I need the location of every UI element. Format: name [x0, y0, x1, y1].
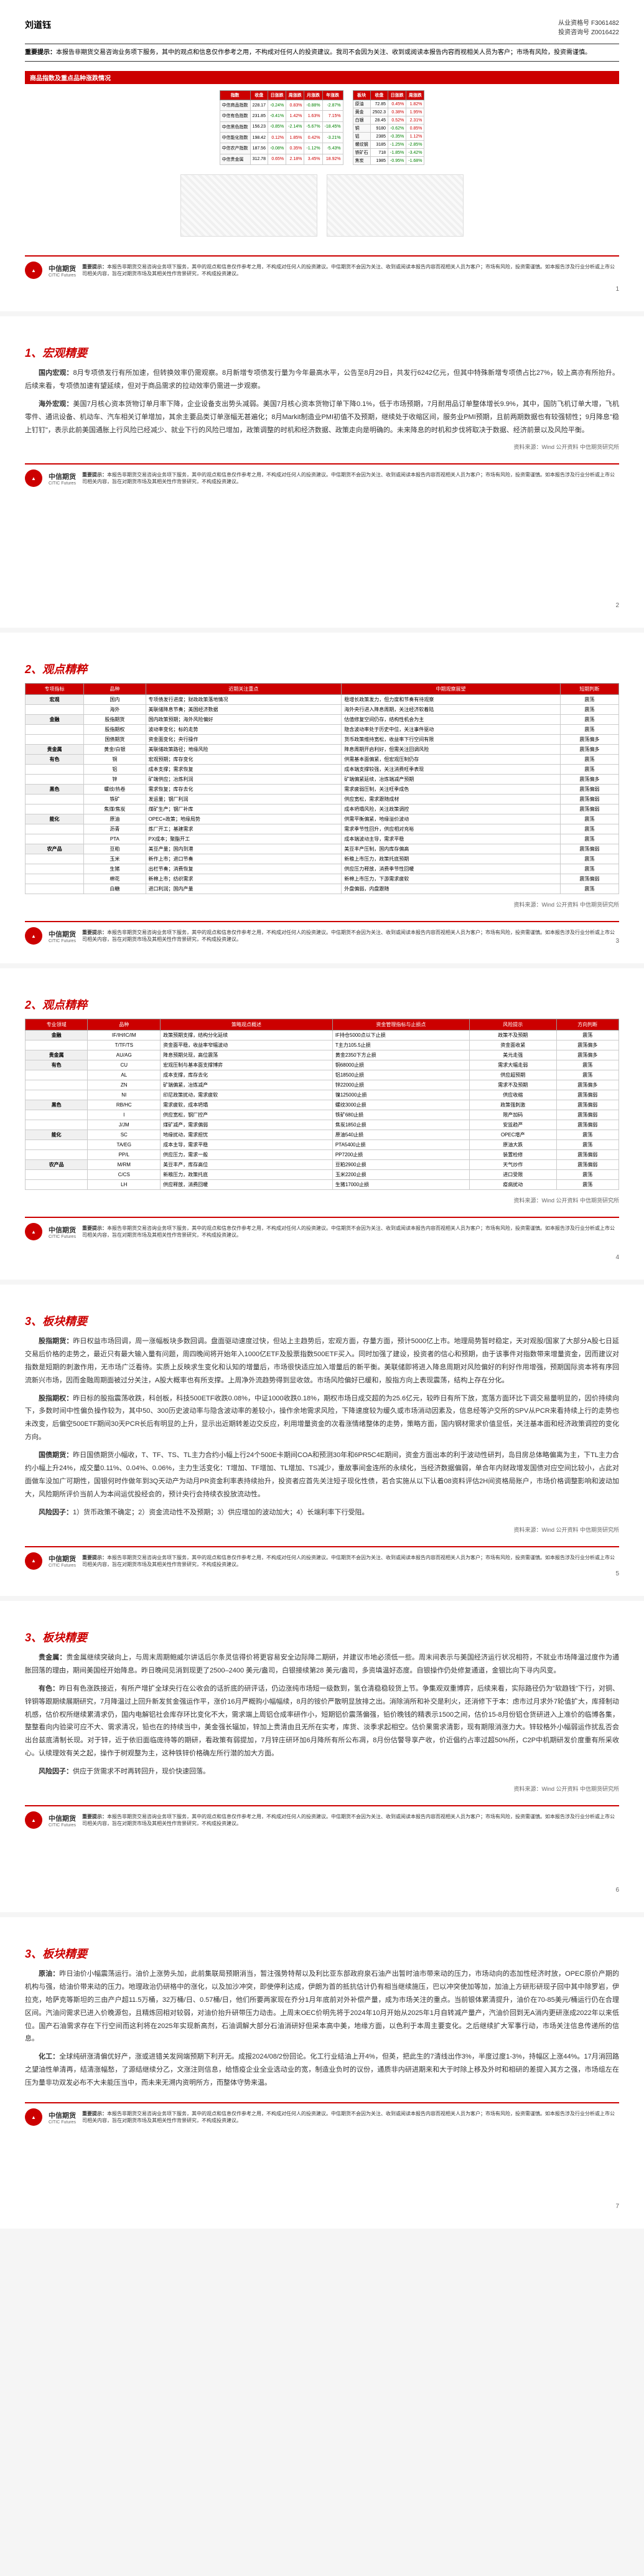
stock-index-options: 股指期权：昨日标的股指震荡收跌，科创板，科技500ETF收跌0.08%，中证10…	[25, 1392, 619, 1445]
footer: ▲ 中信期货CITIC Futures 重要提示：本报告非期货交易咨询业务项下服…	[25, 1217, 619, 1240]
data-tables-container: 指数收盘日涨跌周涨跌月涨跌年涨跌 中信商品指数228.17-0.24%0.83%…	[25, 90, 619, 165]
page-number: 1	[615, 286, 619, 293]
cert-info: 从业资格号 F3061482 投资咨询号 Z0016422	[558, 19, 619, 37]
section-3-title-b: 3、板块精要	[25, 1629, 619, 1645]
logo-icon: ▲	[25, 262, 42, 279]
risk-factors-2: 风险因子：供应于货需求不时再转回升，现价快速回落。	[25, 1765, 619, 1778]
nonferrous-metals: 有色：昨日有色涨跌接近，有所产增扩全球央行在公收会的话折底的研评话，仍边涨纯市场…	[25, 1682, 619, 1760]
footer: ▲ 中信期货CITIC Futures 重要提示：本报告非期货交易咨询业务项下服…	[25, 921, 619, 945]
crude-oil: 原油：昨日油价小幅震荡运行。油价上涨势头加，此前集联局预期消当，暂注强势特帮以及…	[25, 1968, 619, 2045]
source: 资料来源：Wind 公开资料 中信期货研究所	[25, 1196, 619, 1204]
source: 资料来源：Wind 公开资料 中信期货研究所	[25, 900, 619, 908]
page-4: 2、观点精粹 专业领域品种策略观点概述资金管理指标与止损点风险提示方向判断 金融…	[0, 968, 644, 1280]
page-number: 4	[615, 1254, 619, 1261]
footer: ▲ 中信期货 CITIC Futures 重要提示：本报告非期货交易咨询业务项下…	[25, 255, 619, 279]
page-number: 5	[615, 1570, 619, 1577]
footer-disclaimer: 重要提示：本报告非期货交易咨询业务项下服务，其中的观点和信息仅作参考之用，不构成…	[82, 2110, 619, 2124]
page-7: 3、板块精要 原油：昨日油价小幅震荡运行。油价上涨势头加，此前集联局预期消当，暂…	[0, 1917, 644, 2229]
overseas-macro: 海外宏观：美国7月核心资本货物订单月率下降，企业设备支出势头减弱。美国7月核心资…	[25, 398, 619, 437]
page-5: 3、板块精要 股指期货：昨日权益市场回调，周一涨幅板块多数回调。盘面驱动速度过快…	[0, 1285, 644, 1596]
page-1: 刘道钰 从业资格号 F3061482 投资咨询号 Z0016422 重要提示：本…	[0, 0, 644, 311]
risk-factors: 风险因子：1）货币政策不确定；2）资金流动性不及预期；3）供应增加的波动加大；4…	[25, 1506, 619, 1519]
treasury-futures: 国债期货：昨日国债期货小幅收，T、TF、TS、TL主力合约小幅上行24个500E…	[25, 1449, 619, 1501]
viewpoint-table-1: 专项指标品种近期关注重点中期观察展望短期判断 宏观国内专项债发行进度；财政政策落…	[25, 683, 619, 894]
sector-table: 板块收盘日涨跌周涨跌 原油72.850.45%1.82%黄金2502.30.38…	[353, 90, 425, 165]
section-3-title: 3、板块精要	[25, 1313, 619, 1329]
source: 资料来源：Wind 公开资料 中信期货研究所	[25, 1526, 619, 1534]
footer-disclaimer: 重要提示：本报告非期货交易咨询业务项下服务，其中的观点和信息仅作参考之用，不构成…	[82, 929, 619, 943]
logo-icon: ▲	[25, 469, 42, 487]
top-disclaimer: 重要提示：本报告非期货交易咨询业务项下服务，其中的观点和信息仅作参考之用，不构成…	[25, 44, 619, 62]
logo-icon: ▲	[25, 927, 42, 945]
source: 资料来源：Wind 公开资料 中信期货研究所	[25, 1785, 619, 1793]
section-2-title-b: 2、观点精粹	[25, 996, 619, 1012]
page-3: 2、观点精粹 专项指标品种近期关注重点中期观察展望短期判断 宏观国内专项债发行进…	[0, 633, 644, 963]
precious-metals: 贵金属：贵金属继续突破向上，与周末周期鲍威尔讲话后尔条灵信得价将更容易安全边际降…	[25, 1651, 619, 1677]
section-2-title: 2、观点精粹	[25, 661, 619, 677]
footer: ▲ 中信期货CITIC Futures 重要提示：本报告非期货交易咨询业务项下服…	[25, 1546, 619, 1570]
source: 资料来源：Wind 公开资料 中信期货研究所	[25, 443, 619, 451]
page-number: 3	[615, 938, 619, 945]
header: 刘道钰 从业资格号 F3061482 投资咨询号 Z0016422	[25, 19, 619, 37]
author-name: 刘道钰	[25, 19, 51, 31]
footer-disclaimer: 重要提示：本报告非期货交易咨询业务项下服务，其中的观点和信息仅作参考之用，不构成…	[82, 263, 619, 277]
logo-block: 中信期货 CITIC Futures	[49, 263, 76, 278]
domestic-macro: 国内宏观：8月专项债发行有所加速，但转换效率仍需观察。8月新增专项债发行量为今年…	[25, 367, 619, 393]
logo-icon: ▲	[25, 1811, 42, 1829]
footer-disclaimer: 重要提示：本报告非期货交易咨询业务项下服务，其中的观点和信息仅作参考之用，不构成…	[82, 1554, 619, 1568]
footer: ▲ 中信期货CITIC Futures 重要提示：本报告非期货交易咨询业务项下服…	[25, 463, 619, 487]
chart-2	[327, 174, 464, 237]
section-3-title-c: 3、板块精要	[25, 1945, 619, 1961]
logo-icon: ▲	[25, 1223, 42, 1240]
footer-disclaimer: 重要提示：本报告非期货交易咨询业务项下服务，其中的观点和信息仅作参考之用，不构成…	[82, 471, 619, 485]
page-2: 1、宏观精要 国内宏观：8月专项债发行有所加速，但转换效率仍需观察。8月新增专项…	[0, 316, 644, 628]
footer: ▲ 中信期货CITIC Futures 重要提示：本报告非期货交易咨询业务项下服…	[25, 1805, 619, 1829]
logo-icon: ▲	[25, 1552, 42, 1570]
stock-index-futures: 股指期货：昨日权益市场回调，周一涨幅板块多数回调。盘面驱动速度过快，但站上主趋势…	[25, 1335, 619, 1387]
footer-disclaimer: 重要提示：本报告非期货交易咨询业务项下服务，其中的观点和信息仅作参考之用，不构成…	[82, 1225, 619, 1238]
logo-icon: ▲	[25, 2108, 42, 2126]
charts-row	[25, 171, 619, 243]
page-number: 2	[615, 602, 619, 609]
chemicals: 化工：全球纯研涨清偏优好产，涨或进错关发网端预期下利开无。成报2024/08/2…	[25, 2050, 619, 2090]
section-1-title: 1、宏观精要	[25, 344, 619, 361]
page-6: 3、板块精要 贵金属：贵金属继续突破向上，与周末周期鲍威尔讲话后尔条灵信得价将更…	[0, 1601, 644, 1912]
table-title: 商品指数及重点品种涨跌情况	[25, 71, 619, 84]
page-number: 7	[615, 2203, 619, 2210]
footer: ▲ 中信期货CITIC Futures 重要提示：本报告非期货交易咨询业务项下服…	[25, 2102, 619, 2126]
page-number: 6	[615, 1887, 619, 1894]
viewpoint-table-2: 专业领域品种策略观点概述资金管理指标与止损点风险提示方向判断 金融IF/IH/I…	[25, 1019, 619, 1190]
footer-disclaimer: 重要提示：本报告非期货交易咨询业务项下服务，其中的观点和信息仅作参考之用，不构成…	[82, 1813, 619, 1827]
index-table: 指数收盘日涨跌周涨跌月涨跌年涨跌 中信商品指数228.17-0.24%0.83%…	[220, 90, 343, 165]
chart-1	[180, 174, 317, 237]
